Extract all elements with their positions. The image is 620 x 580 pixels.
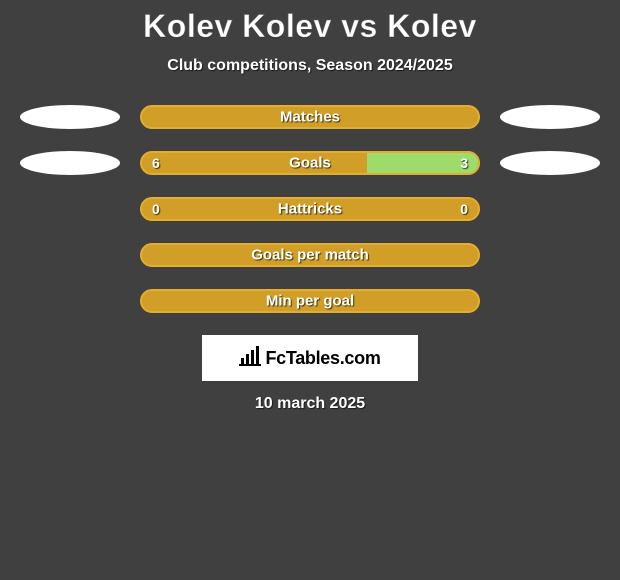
stat-rows: Matches 6 3 Goals 0 0 Hattricks Goals per match…	[0, 105, 620, 313]
stat-row: Min per goal	[0, 289, 620, 313]
comparison-panel: Kolev Kolev vs Kolev Club competitions, …	[0, 0, 620, 413]
stat-bar: Goals per match	[140, 243, 480, 267]
stat-label: Hattricks	[278, 201, 342, 218]
page-subtitle: Club competitions, Season 2024/2025	[0, 57, 620, 75]
stat-bar: Matches	[140, 105, 480, 129]
stat-label: Matches	[280, 109, 340, 126]
stat-label: Min per goal	[266, 293, 354, 310]
left-ellipse	[20, 197, 120, 221]
stat-row: 0 0 Hattricks	[0, 197, 620, 221]
stat-value-left: 0	[152, 201, 160, 217]
stat-bar: 0 0 Hattricks	[140, 197, 480, 221]
branding-box: FcTables.com	[202, 335, 418, 381]
stat-value-right: 0	[460, 201, 468, 217]
right-ellipse	[500, 243, 600, 267]
stat-bar: 6 3 Goals	[140, 151, 480, 175]
left-ellipse	[20, 151, 120, 175]
left-ellipse	[20, 105, 120, 129]
stat-value-left: 6	[152, 155, 160, 171]
left-ellipse	[20, 289, 120, 313]
stat-label: Goals	[289, 155, 331, 172]
stat-bar: Min per goal	[140, 289, 480, 313]
right-ellipse	[500, 105, 600, 129]
left-ellipse	[20, 243, 120, 267]
bar-chart-icon	[239, 346, 261, 371]
footer-date: 10 march 2025	[0, 395, 620, 413]
stat-row: Matches	[0, 105, 620, 129]
right-ellipse	[500, 151, 600, 175]
right-ellipse	[500, 289, 600, 313]
stat-row: Goals per match	[0, 243, 620, 267]
stat-bar-left-fill	[140, 151, 367, 175]
right-ellipse	[500, 197, 600, 221]
stat-row: 6 3 Goals	[0, 151, 620, 175]
stat-label: Goals per match	[251, 247, 369, 264]
page-title: Kolev Kolev vs Kolev	[0, 8, 620, 45]
stat-value-right: 3	[460, 155, 468, 171]
branding-text: FcTables.com	[265, 348, 380, 369]
